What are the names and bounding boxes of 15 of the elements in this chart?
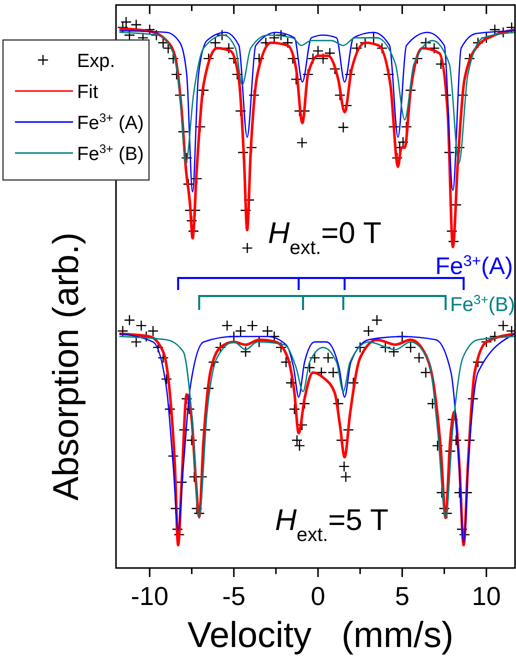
x-tick-label: 5	[394, 581, 410, 611]
x-tick-label: 0	[310, 581, 326, 611]
legend-label: Fit	[77, 82, 99, 103]
x-tick-label: -10	[130, 581, 168, 611]
y-axis-title: Absorption (arb.)	[45, 232, 86, 501]
x-tick-label: -5	[222, 581, 246, 611]
annotation: H$_{ext.}$=5 T	[275, 504, 388, 546]
annotation: H$_{ext.}$=0 T	[268, 217, 382, 259]
legend-label: Exp.	[77, 51, 116, 72]
legend-label: Fe$^{3+}$ (A)	[77, 111, 144, 134]
annotation: Fe$^{3+}$(A)	[435, 252, 513, 280]
annotation: Fe$^{3+}$(B)	[450, 292, 515, 316]
legend-label: Fe$^{3+}$ (B)	[77, 142, 144, 165]
x-tick-label: 10	[472, 581, 501, 611]
x-axis-title: Velocity (mm/s)	[187, 614, 454, 655]
